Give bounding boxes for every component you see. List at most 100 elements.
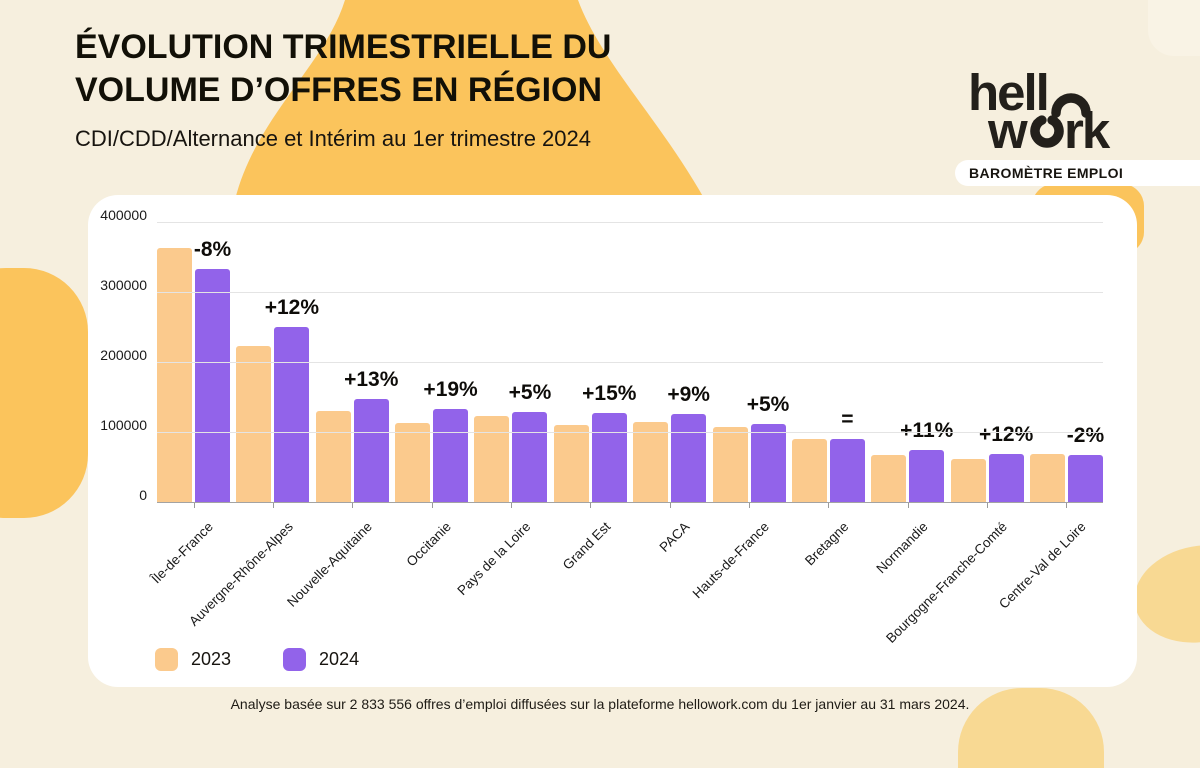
change-label: +5% <box>746 392 790 416</box>
bar-2024 <box>829 438 865 503</box>
axis-tick <box>669 503 671 508</box>
change-label: +5% <box>508 381 552 404</box>
bar-2024 <box>512 412 548 503</box>
change-label: +12% <box>978 423 1034 446</box>
source-note: Analyse basée sur 2 833 556 offres d’emp… <box>230 696 970 712</box>
bar-2023 <box>871 454 907 503</box>
x-axis-label: Pays de la Loire <box>454 519 534 599</box>
logo-curl-icon <box>1051 93 1091 118</box>
hellowork-logo: hell w rk <box>968 64 1113 158</box>
bar-group: -8% Île-de-France <box>149 223 231 587</box>
x-axis-label: Île-de-France <box>148 519 217 587</box>
axis-tick <box>828 503 830 508</box>
bar-2024 <box>988 454 1024 503</box>
bar-2023 <box>712 427 748 503</box>
axis-tick <box>272 503 274 508</box>
footer: Analyse basée sur 2 833 556 offres d’emp… <box>0 696 1200 712</box>
legend-item: 2023 <box>155 648 231 671</box>
x-axis-label: Centre-Val de Loire <box>996 519 1090 612</box>
change-label: +9% <box>667 383 710 407</box>
logo-text-hell: hell <box>968 64 1048 121</box>
legend-swatch <box>283 648 307 671</box>
bar-2024 <box>671 414 707 503</box>
legend-swatch <box>155 648 178 671</box>
gridline <box>157 222 1103 223</box>
x-axis-label: PACA <box>656 519 693 555</box>
axis-tick <box>907 503 909 508</box>
barometre-emploi-badge: BAROMÈTRE EMPLOI <box>955 160 1200 186</box>
bar-group: +13% Nouvelle-Aquitaine <box>284 223 398 609</box>
bar-2024 <box>750 423 786 503</box>
page-title: ÉVOLUTION TRIMESTRIELLE DU VOLUME D’OFFR… <box>75 26 611 112</box>
subtitle: CDI/CDD/Alternance et Intérim au 1er tri… <box>75 126 591 151</box>
x-axis-label: Bretagne <box>801 519 851 569</box>
y-axis-tick-label: 300000 <box>100 277 147 293</box>
change-label: +13% <box>344 368 399 392</box>
bar-2023 <box>1029 454 1065 503</box>
axis-tick <box>431 503 433 508</box>
change-label: = <box>841 407 854 431</box>
bar-group: +15% Grand Est <box>553 223 636 573</box>
axis-tick <box>1066 503 1068 508</box>
logo-text-rk: rk <box>1064 102 1111 158</box>
bar-2023 <box>236 345 272 503</box>
axis-tick <box>193 503 195 508</box>
bar-2023 <box>950 458 986 503</box>
bar-2023 <box>791 438 827 503</box>
bar-2023 <box>474 416 510 503</box>
bar-group: = Bretagne <box>791 223 865 568</box>
x-axis-label: Occitanie <box>403 519 455 570</box>
bar-2024 <box>591 412 627 503</box>
bar-group: +9% PACA <box>633 223 710 555</box>
title-line-1: ÉVOLUTION TRIMESTRIELLE DU <box>75 28 612 66</box>
change-label: +15% <box>582 381 637 405</box>
logo-text-w: w <box>987 102 1028 158</box>
gridline <box>157 292 1103 293</box>
axis-tick <box>749 503 751 508</box>
y-axis-tick-label: 400000 <box>100 207 147 223</box>
change-label: +19% <box>423 377 478 401</box>
deco-left-blob <box>0 268 88 518</box>
header: ÉVOLUTION TRIMESTRIELLE DU VOLUME D’OFFR… <box>75 26 611 152</box>
bar-2023 <box>633 421 669 503</box>
change-label: +12% <box>264 295 320 319</box>
bar-2023 <box>553 424 589 503</box>
bar-2024 <box>1067 455 1103 503</box>
y-axis-tick-label: 100000 <box>100 417 147 433</box>
legend-item: 2024 <box>283 648 359 671</box>
bar-group: -2% Centre-Val de Loire <box>996 223 1105 611</box>
x-axis-label: Normandie <box>873 519 931 577</box>
bar-group: +5% Pays de la Loire <box>454 223 551 598</box>
deco-right-band <box>1126 535 1200 653</box>
legend-label: 2024 <box>319 649 360 669</box>
bar-2024 <box>433 408 469 503</box>
axis-tick <box>590 503 592 508</box>
bar-2024 <box>353 399 389 503</box>
x-axis-label: Grand Est <box>559 519 613 573</box>
gridline <box>157 362 1103 363</box>
bar-2023 <box>395 423 431 503</box>
change-label: -2% <box>1066 424 1105 448</box>
bar-group: +12% Bourgogne-Franche-Comté <box>883 223 1033 646</box>
y-axis-tick-label: 0 <box>139 487 147 503</box>
axis-tick <box>352 503 354 508</box>
bar-2024 <box>909 449 945 503</box>
deco-top-right-corner <box>1148 0 1200 56</box>
bar-2023 <box>315 411 351 503</box>
chart-card: -8% Île-de-France +12% Auvergne-Rhône-Alpes… <box>88 195 1137 687</box>
bar-group: +12% Auvergne-Rhône-Alpes <box>186 223 319 629</box>
x-axis-label: Nouvelle-Aquitaine <box>284 519 375 610</box>
bar-2023 <box>157 247 192 503</box>
y-axis-tick-label: 200000 <box>100 347 147 363</box>
bar-groups: -8% Île-de-France +12% Auvergne-Rhône-Alpes… <box>149 223 1105 646</box>
bar-group: +19% Occitanie <box>395 223 478 569</box>
logo-open-o-icon <box>1030 115 1064 148</box>
title-line-2: VOLUME D’OFFRES EN RÉGION <box>75 71 603 109</box>
bar-group: +5% Hauts-de-France <box>689 223 789 601</box>
legend-label: 2023 <box>191 649 232 669</box>
chart-legend: 2023 2024 <box>155 648 359 671</box>
gridline <box>157 432 1103 433</box>
bar-2024 <box>195 268 230 503</box>
x-axis-baseline <box>157 502 1103 503</box>
plot-area: -8% Île-de-France +12% Auvergne-Rhône-Alpes… <box>100 207 1105 646</box>
